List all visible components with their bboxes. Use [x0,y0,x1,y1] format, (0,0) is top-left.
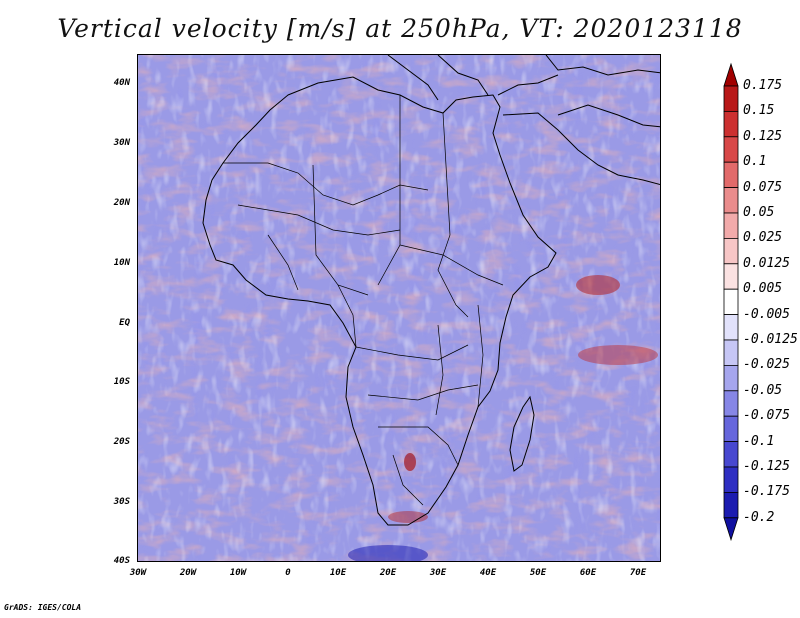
colorbar-label: 0.025 [743,230,783,246]
colorbar-bottom-arrow [723,517,739,542]
lon-label-30e: 30E [429,568,447,578]
colorbar-segment [723,187,739,214]
colorbar-label: -0.2 [743,509,775,525]
strong-ascent-patch [404,453,416,471]
colorbar-segment [723,390,739,417]
colorbar-segment [723,491,739,519]
colorbar-segment [723,466,739,493]
lat-label-30s: 30S [113,497,130,507]
lon-label-0: 0 [285,568,291,578]
colorbar-top-arrow [723,62,739,87]
map-panel [137,54,661,562]
colorbar-segment [723,237,739,265]
colorbar-segment [723,161,739,188]
colorbar-label: -0.0125 [743,332,798,347]
colorbar-segment [723,263,739,290]
colorbar-label: -0.075 [743,408,790,424]
colorbar-segment [723,314,739,341]
colorbar-label: 0.125 [743,128,783,144]
vertical-velocity-field [138,55,660,561]
colorbar-label: -0.175 [743,484,790,500]
lat-label-10s: 10S [113,377,130,387]
strong-ascent-patch [388,511,428,523]
lat-label-30n: 30N [113,138,130,148]
coastlines [202,55,660,526]
colorbar-label: -0.1 [743,433,775,449]
colorbar-label: 0.075 [743,179,783,195]
lon-label-20w: 20W [179,568,197,578]
colorbar-segment [723,364,739,392]
colorbar-segment [723,212,739,239]
grads-credit: GrADS: IGES/COLA [4,603,82,612]
lat-label-20n: 20N [113,198,130,208]
lon-label-20e: 20E [379,568,397,578]
colorbar-label: -0.025 [743,357,790,373]
colorbar-label: 0.1 [743,154,767,170]
chart-title: Vertical velocity [m/s] at 250hPa, VT: 2… [57,14,743,43]
lat-label-10n: 10N [113,258,130,268]
lon-label-10e: 10E [329,568,347,578]
colorbar-segment [723,136,739,163]
colorbar-label: 0.15 [743,103,775,119]
colorbar [723,62,739,542]
lat-label-40s: 40S [113,556,130,566]
colorbar-segment [723,441,739,468]
colorbar-label: 0.005 [743,281,783,297]
lon-label-60e: 60E [579,568,597,578]
lon-label-30w: 30W [129,568,147,578]
country-borders [223,95,504,506]
colorbar-label: -0.005 [743,306,790,322]
colorbar-segment [723,339,739,366]
colorbar-label: -0.05 [743,382,783,398]
colorbar-segment [723,415,739,443]
colorbar-label: 0.0125 [743,255,790,271]
strong-descent-patch [348,545,428,561]
colorbar-segment [723,85,739,112]
lat-label-40n: 40N [113,78,130,88]
strong-ascent-patch [578,345,658,365]
lon-label-70e: 70E [629,568,647,578]
strong-ascent-patch [576,275,620,295]
colorbar-segment [723,288,739,315]
colorbar-segment [723,111,739,138]
lat-label-20s: 20S [113,437,130,447]
lat-label-eq: EQ [119,318,130,328]
colorbar-label: -0.125 [743,459,790,474]
lon-label-50e: 50E [529,568,547,578]
colorbar-label: 0.175 [743,78,783,93]
lon-label-10w: 10W [229,568,247,578]
lon-label-40e: 40E [479,568,497,578]
colorbar-label: 0.05 [743,205,775,220]
